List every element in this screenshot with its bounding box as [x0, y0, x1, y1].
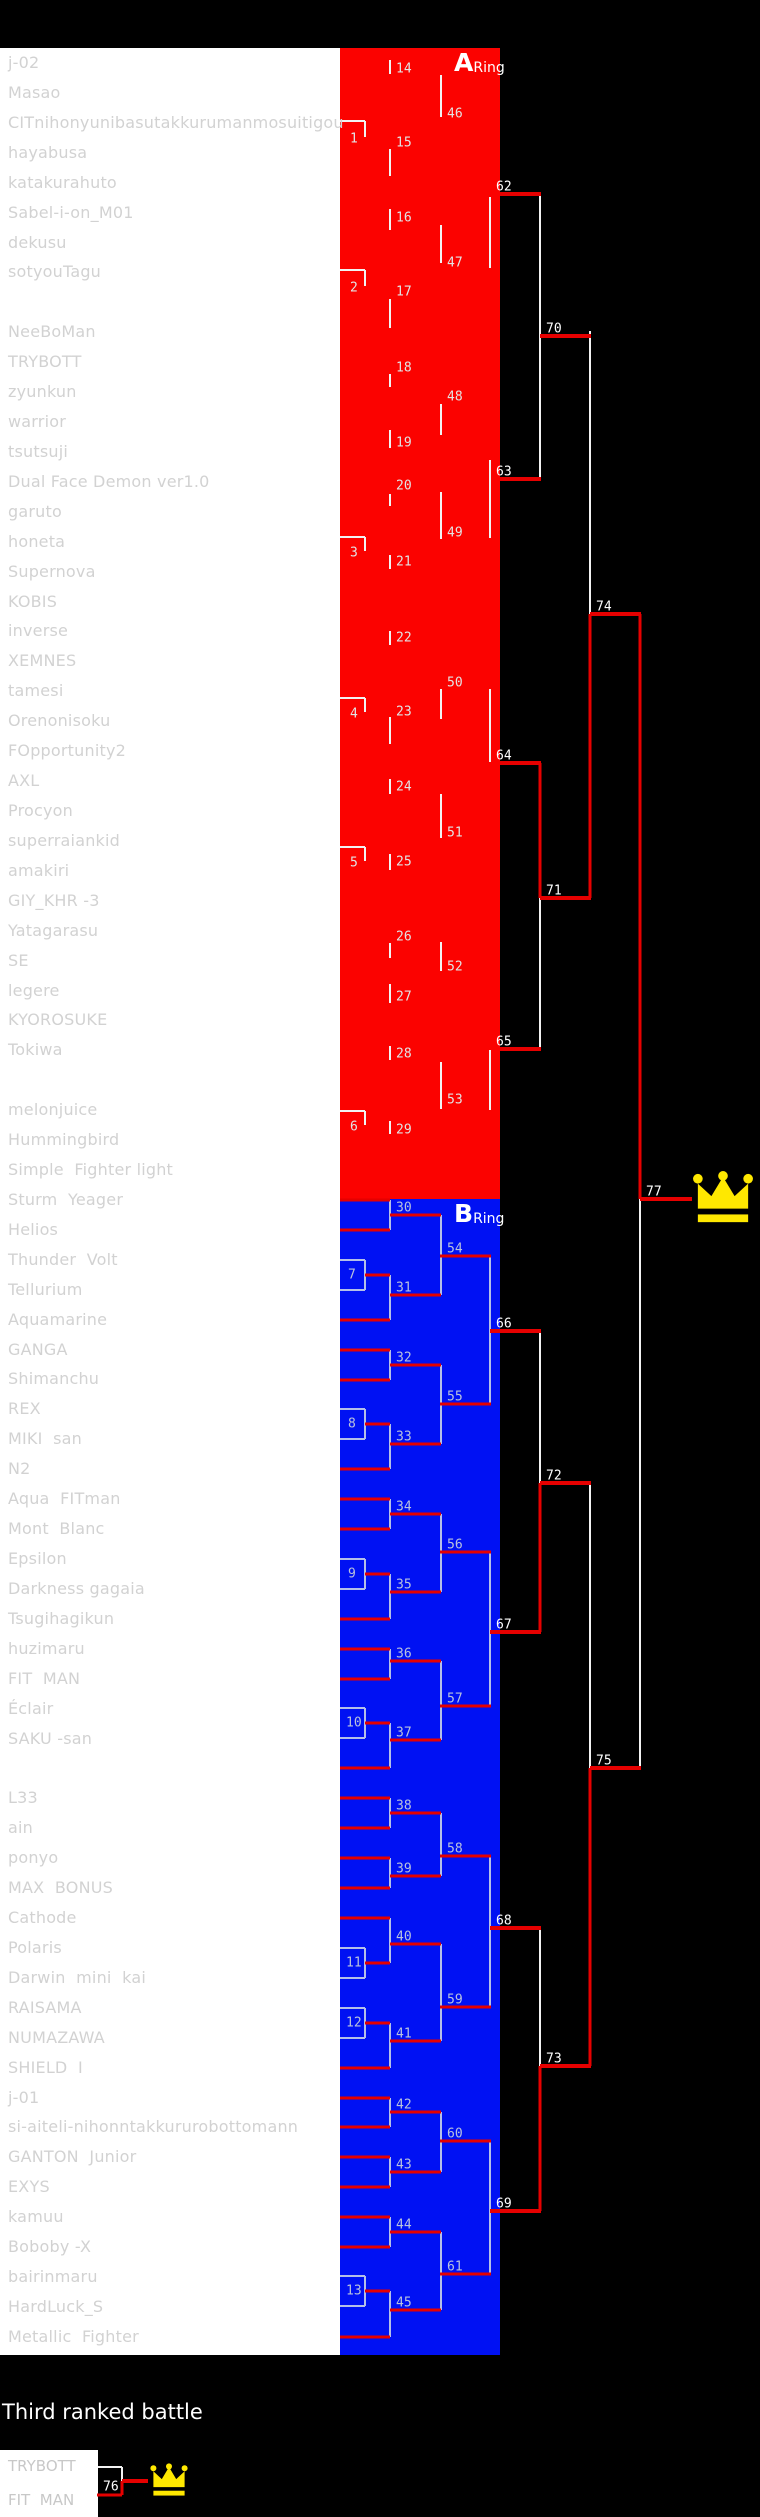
match-number: 76: [103, 2480, 119, 2495]
match-number: 31: [396, 1281, 412, 1296]
match-number: 59: [447, 1993, 463, 2008]
match-number: 43: [396, 2158, 412, 2173]
match-number: 34: [396, 1500, 412, 1515]
match-number: 6: [350, 1120, 358, 1135]
crown-part: [697, 1176, 749, 1209]
crown-part: [697, 1214, 749, 1223]
match-number: 36: [396, 1647, 412, 1662]
match-number: 20: [396, 479, 412, 494]
match-number: 13: [346, 2284, 362, 2299]
match-number: 56: [447, 1538, 463, 1553]
match-number: 27: [396, 990, 412, 1005]
match-number: 75: [596, 1754, 612, 1769]
match-number: 47: [447, 256, 463, 271]
match-number: 60: [447, 2127, 463, 2142]
match-number: 14: [396, 62, 412, 77]
match-number: 58: [447, 1842, 463, 1857]
match-number: 54: [447, 1242, 463, 1257]
match-number: 7: [348, 1268, 356, 1283]
match-number: 24: [396, 780, 412, 795]
match-number: 25: [396, 855, 412, 870]
match-number: 38: [396, 1799, 412, 1814]
match-number: 19: [396, 436, 412, 451]
match-number: 17: [396, 285, 412, 300]
match-number: 15: [396, 136, 412, 151]
match-number: 40: [396, 1930, 412, 1945]
match-number: 53: [447, 1093, 463, 1108]
match-number: 77: [646, 1185, 662, 1200]
match-number: 64: [496, 749, 512, 764]
match-number: 35: [396, 1578, 412, 1593]
match-number: 70: [546, 322, 562, 337]
match-number: 46: [447, 107, 463, 122]
match-number: 45: [396, 2296, 412, 2311]
match-number: 73: [546, 2052, 562, 2067]
match-number: 44: [396, 2218, 412, 2233]
match-number: 41: [396, 2027, 412, 2042]
match-number: 18: [396, 361, 412, 376]
match-number: 10: [346, 1716, 362, 1731]
match-number: 2: [350, 281, 358, 296]
match-number: 65: [496, 1035, 512, 1050]
match-number: 42: [396, 2098, 412, 2113]
match-number: 55: [447, 1390, 463, 1405]
match-number: 22: [396, 631, 412, 646]
crown-part: [153, 2467, 185, 2488]
panel: [0, 48, 340, 2355]
match-number: 39: [396, 1862, 412, 1877]
match-number: 71: [546, 884, 562, 899]
match-number: 11: [346, 1956, 362, 1971]
match-number: 28: [396, 1047, 412, 1062]
match-number: 23: [396, 705, 412, 720]
match-number: 16: [396, 211, 412, 226]
match-number: 67: [496, 1618, 512, 1633]
match-number: 72: [546, 1469, 562, 1484]
crown-part: [718, 1171, 728, 1181]
match-number: 8: [348, 1417, 356, 1432]
match-number: 57: [447, 1692, 463, 1707]
panel: [0, 2450, 98, 2517]
panel: [340, 48, 500, 1199]
crown-part: [150, 2465, 157, 2472]
crown-part: [693, 1173, 703, 1184]
match-number: 74: [596, 600, 612, 615]
match-number: 21: [396, 555, 412, 570]
match-number: 49: [447, 526, 463, 541]
match-number: 33: [396, 1430, 412, 1445]
match-number: 9: [348, 1567, 356, 1582]
match-number: 26: [396, 930, 412, 945]
match-number: 37: [396, 1726, 412, 1741]
match-number: 61: [447, 2260, 463, 2275]
match-number: 50: [447, 676, 463, 691]
crown-part: [166, 2463, 172, 2470]
panel: [340, 1199, 500, 2355]
match-number: 48: [447, 390, 463, 405]
match-number: 1: [350, 132, 358, 147]
match-number: 3: [350, 546, 358, 561]
crown-part: [153, 2490, 185, 2496]
crown-icon: [693, 1171, 753, 1223]
match-number: 5: [350, 856, 358, 871]
crown-part: [181, 2465, 188, 2472]
match-number: 51: [447, 826, 463, 841]
match-number: 12: [346, 2016, 362, 2031]
match-number: 52: [447, 960, 463, 975]
match-number: 62: [496, 180, 512, 195]
crown-part: [743, 1173, 753, 1184]
match-number: 32: [396, 1351, 412, 1366]
crown-icon: [150, 2463, 188, 2496]
match-number: 63: [496, 465, 512, 480]
match-number: 30: [396, 1201, 412, 1216]
match-number: 69: [496, 2197, 512, 2212]
match-number: 66: [496, 1317, 512, 1332]
match-number: 29: [396, 1123, 412, 1138]
match-number: 4: [350, 707, 358, 722]
match-number: 68: [496, 1914, 512, 1929]
